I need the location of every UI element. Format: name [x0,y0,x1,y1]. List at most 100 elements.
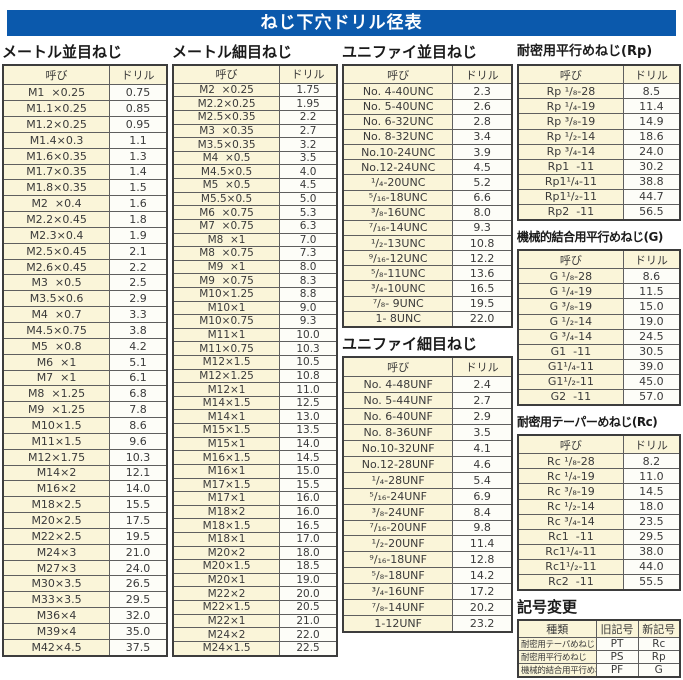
drill-value-cell: 14.2 [452,567,513,585]
table-row: M27×3 24.0 [2,559,168,577]
drill-value-cell: 1.8 [109,211,168,228]
name-cell: M15×1.5 [172,423,281,438]
header-row: 呼び ドリル [517,434,681,455]
name-cell: M9 ×0.75 [172,273,281,288]
name-cell: G ³/₄-14 [517,328,624,345]
table-row: M2.5×0.45 2.1 [2,242,168,260]
name-cell: G ³/₈-19 [517,298,624,315]
name-cell: Rp ¹/₄-19 [517,98,624,115]
drill-value-cell: 15.5 [109,496,168,514]
table-row: No.12-28UNF 4.6 [342,455,513,473]
table-row: M7 ×1 6.1 [2,369,168,387]
section-title-metric-coarse: メートル並目ねじ [2,43,123,61]
metric-coarse-table: 呼び ドリル M1 ×0.25 0.75 M1.1×0.25 0.85 M1.2×0.25 0… [2,64,168,657]
drill-value-cell: 2.7 [452,392,513,410]
table-row: M1.6×0.35 1.3 [2,147,168,165]
table-row: M14×1 13.0 [172,409,338,425]
name-cell: ¹/₂-13UNC [342,234,454,252]
drill-value-cell: PT [595,637,639,651]
section-title-symbol-change: 記号変更 [517,598,578,616]
drill-value-cell: 8.3 [279,273,338,288]
drill-value-cell: 38.0 [622,543,681,560]
drill-value-cell: 24.0 [109,559,168,577]
drill-value-cell: 22.0 [452,310,513,328]
drill-value-cell: 9.8 [452,519,513,537]
table-row: 1-12UNF 23.2 [342,614,513,633]
drill-value-cell: 8.8 [279,286,338,302]
table-row: No.10-32UNF 4.1 [342,440,513,457]
table-row: M17×1.5 15.5 [172,477,338,493]
name-cell: No. 4-40UNC [342,83,454,100]
table-row: G1 -11 30.5 [517,343,681,360]
drill-value-cell: 18.5 [279,559,338,574]
table-row: M12×1.75 10.3 [2,448,168,466]
table-row: M42×4.5 37.5 [2,638,168,657]
column-pipe-threads: 耐密用平行めねじ(Rp) 呼び ドリル Rp ¹/₈-28 8.5 Rp ¹/₄-19 1… [517,43,681,678]
name-cell: Rc ³/₄-14 [517,513,624,530]
table-row: G1¹/₄-11 39.0 [517,358,681,375]
drill-value-cell: 24.0 [622,143,681,160]
table-row: ⁵/₈-11UNC 13.6 [342,265,513,282]
header-row: 呼び ドリル [517,64,681,85]
table-row: M1.1×0.25 0.85 [2,100,168,117]
table-row: M22×2.5 19.5 [2,527,168,545]
name-cell: No.10-32UNF [342,440,454,457]
name-cell: Rp1 -11 [517,158,624,175]
table-row: M14×2 12.1 [2,464,168,482]
name-cell: Rc1¹/₂-11 [517,558,624,575]
drill-value-cell: 57.0 [622,388,681,406]
table-row: M14×1.5 12.5 [172,395,338,411]
name-cell: No. 8-32UNC [342,128,454,146]
drill-value-cell: 10.3 [279,341,338,357]
drill-value-cell: 5.0 [279,191,338,207]
table-row: 耐密用テーパめねじ PT Rc [517,637,681,651]
header-row: 呼び ドリル [342,356,513,378]
drill-value-cell: 13.5 [279,423,338,438]
name-cell: M2.5×0.45 [2,242,111,260]
drill-value-cell: 37.5 [109,638,168,657]
table-row: M9 ×0.75 8.3 [172,273,338,288]
page: ねじ下穴ドリル径表 メートル並目ねじ 呼び ドリル M1 ×0.25 0.75 M1.1… [0,10,683,678]
name-cell: M12×1.25 [172,368,281,384]
drill-value-cell: 0.95 [109,116,168,133]
table-row: M24×2 22.0 [172,627,338,642]
name-cell: M12×1 [172,382,281,397]
name-cell: G1¹/₄-11 [517,358,624,375]
table-row: M2.6×0.45 2.2 [2,258,168,276]
name-cell: M6 ×0.75 [172,205,281,220]
table-row: Rc ¹/₂-14 18.0 [517,498,681,515]
drill-value-cell: 3.4 [452,128,513,146]
drill-value-cell: 30.2 [622,158,681,175]
name-cell: Rp ³/₈-19 [517,113,624,130]
table-row: G ¹/₂-14 19.0 [517,313,681,330]
table-row: M2.2×0.45 1.8 [2,211,168,228]
table-row: ⁷/₁₆-14UNC 9.3 [342,219,513,237]
table-row: M39×4 35.0 [2,623,168,640]
table-row: M20×2.5 17.5 [2,512,168,529]
name-cell: M1.4×0.3 [2,131,111,149]
name-cell: No. 5-44UNF [342,392,454,410]
name-cell: Rp ¹/₈-28 [517,83,624,100]
drill-value-cell: 9.3 [452,219,513,237]
table-row: M17×1 16.0 [172,491,338,506]
name-cell: M22×1.5 [172,599,281,615]
table-row: G ¹/₈-28 8.6 [517,268,681,285]
name-cell: M2.6×0.45 [2,258,111,276]
column-header: 旧記号 [595,619,639,638]
name-cell: M18×2 [172,504,281,520]
name-cell: 1-12UNF [342,614,454,633]
name-cell: M11×0.75 [172,341,281,357]
name-cell: Rp ¹/₂-14 [517,128,624,145]
drill-value-cell: 2.7 [279,123,338,139]
name-cell: ³/₈-16UNC [342,204,454,221]
name-cell: M3 ×0.35 [172,123,281,139]
name-cell: M20×2 [172,545,281,561]
table-row: M1 ×0.25 0.75 [2,84,168,102]
table-row: M8 ×0.75 7.3 [172,246,338,261]
name-cell: ⁷/₈- 9UNC [342,295,454,312]
drill-value-cell: 7.3 [279,246,338,261]
table-row: ³/₄-16UNF 17.2 [342,583,513,601]
table-row: M3.5×0.6 2.9 [2,290,168,308]
section-title-rp: 耐密用平行めねじ(Rp) [517,44,653,59]
table-row: M9 ×1 8.0 [172,259,338,275]
